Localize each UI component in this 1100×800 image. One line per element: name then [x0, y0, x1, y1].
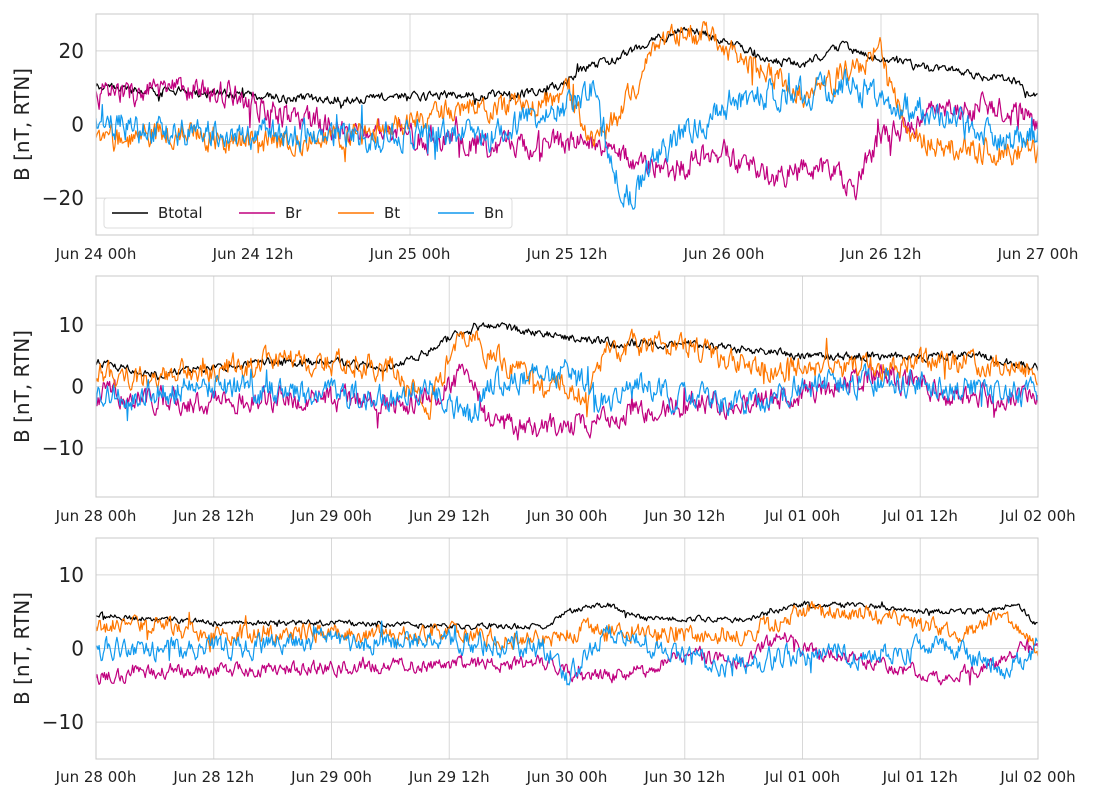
- legend: Btotal Br Bt Bn: [103, 197, 513, 229]
- series-line-bn: [96, 359, 1038, 423]
- series-line-bt: [96, 328, 1038, 420]
- x-tick-label: Jun 28 12h: [172, 768, 254, 786]
- series-line-bn: [96, 68, 1038, 210]
- x-tick-label: Jun 24 00h: [55, 245, 137, 263]
- x-tick-label: Jul 01 12h: [882, 507, 958, 525]
- x-tick-label: Jun 26 12h: [840, 245, 922, 263]
- x-tick-label: Jun 28 00h: [55, 507, 137, 525]
- x-tick-label: Jun 24 12h: [212, 245, 294, 263]
- legend-label-bt: Bt: [384, 204, 400, 222]
- y-tick-label: 10: [59, 563, 84, 587]
- x-tick-label: Jun 30 12h: [643, 768, 725, 786]
- series-group: [96, 322, 1038, 441]
- x-tick-label: Jun 25 00h: [369, 245, 451, 263]
- series-line-br: [96, 632, 1038, 686]
- panel-top: −20 0 20 Jun 24 00h Jun 24 12h Jun 25 00h Jun …: [10, 13, 1079, 263]
- series-group: [96, 600, 1038, 686]
- y-axis-label: B [nT, RTN]: [10, 330, 34, 443]
- legend-label-btotal: Btotal: [158, 204, 203, 222]
- x-tick-label: Jun 30 00h: [526, 507, 608, 525]
- x-tick-label: Jul 02 00h: [999, 768, 1075, 786]
- series-line-br: [96, 76, 1038, 201]
- y-axis-label: B [nT, RTN]: [10, 68, 34, 181]
- x-tick-label: Jun 29 00h: [290, 768, 372, 786]
- x-tick-label: Jun 30 12h: [643, 507, 725, 525]
- panel-bottom: −10 0 10 Jun 28 00h Jun 28 12h Jun 29 00h Jun …: [10, 537, 1076, 786]
- x-tick-label: Jun 27 00h: [997, 245, 1079, 263]
- y-tick-label: 10: [59, 313, 84, 337]
- series-line-btotal: [96, 600, 1038, 631]
- series-line-bt: [96, 600, 1038, 657]
- x-tick-label: Jun 26 00h: [683, 245, 765, 263]
- plot-frame: [95, 537, 1039, 760]
- series-line-bn: [96, 620, 1038, 686]
- series-line-br: [96, 360, 1038, 441]
- plot-frame: [95, 275, 1039, 498]
- y-tick-label: −10: [42, 436, 84, 460]
- series-line-bt: [96, 20, 1038, 166]
- x-tick-label: Jul 01 12h: [882, 768, 958, 786]
- x-tick-label: Jun 29 12h: [408, 768, 490, 786]
- legend-box: [103, 197, 513, 229]
- y-tick-label: 0: [71, 113, 84, 137]
- x-tick-label: Jun 25 12h: [526, 245, 608, 263]
- legend-label-bn: Bn: [484, 204, 504, 222]
- x-tick-label: Jul 01 00h: [764, 507, 840, 525]
- y-tick-label: −10: [42, 710, 84, 734]
- x-tick-label: Jun 29 00h: [290, 507, 372, 525]
- x-tick-label: Jun 30 00h: [526, 768, 608, 786]
- x-tick-label: Jul 01 00h: [764, 768, 840, 786]
- y-tick-label: −20: [42, 186, 84, 210]
- panel-middle: −10 0 10 Jun 28 00h Jun 28 12h Jun 29 00h Jun …: [10, 275, 1076, 525]
- y-tick-label: 20: [59, 39, 84, 63]
- plot-frame: [95, 13, 1039, 236]
- series-group: [96, 20, 1038, 210]
- x-tick-label: Jun 28 12h: [172, 507, 254, 525]
- legend-label-br: Br: [285, 204, 302, 222]
- series-line-btotal: [96, 322, 1038, 381]
- x-tick-label: Jun 28 00h: [55, 768, 137, 786]
- x-tick-label: Jun 29 12h: [408, 507, 490, 525]
- y-tick-label: 0: [71, 637, 84, 661]
- y-tick-label: 0: [71, 375, 84, 399]
- y-axis-label: B [nT, RTN]: [10, 592, 34, 705]
- x-tick-label: Jul 02 00h: [999, 507, 1075, 525]
